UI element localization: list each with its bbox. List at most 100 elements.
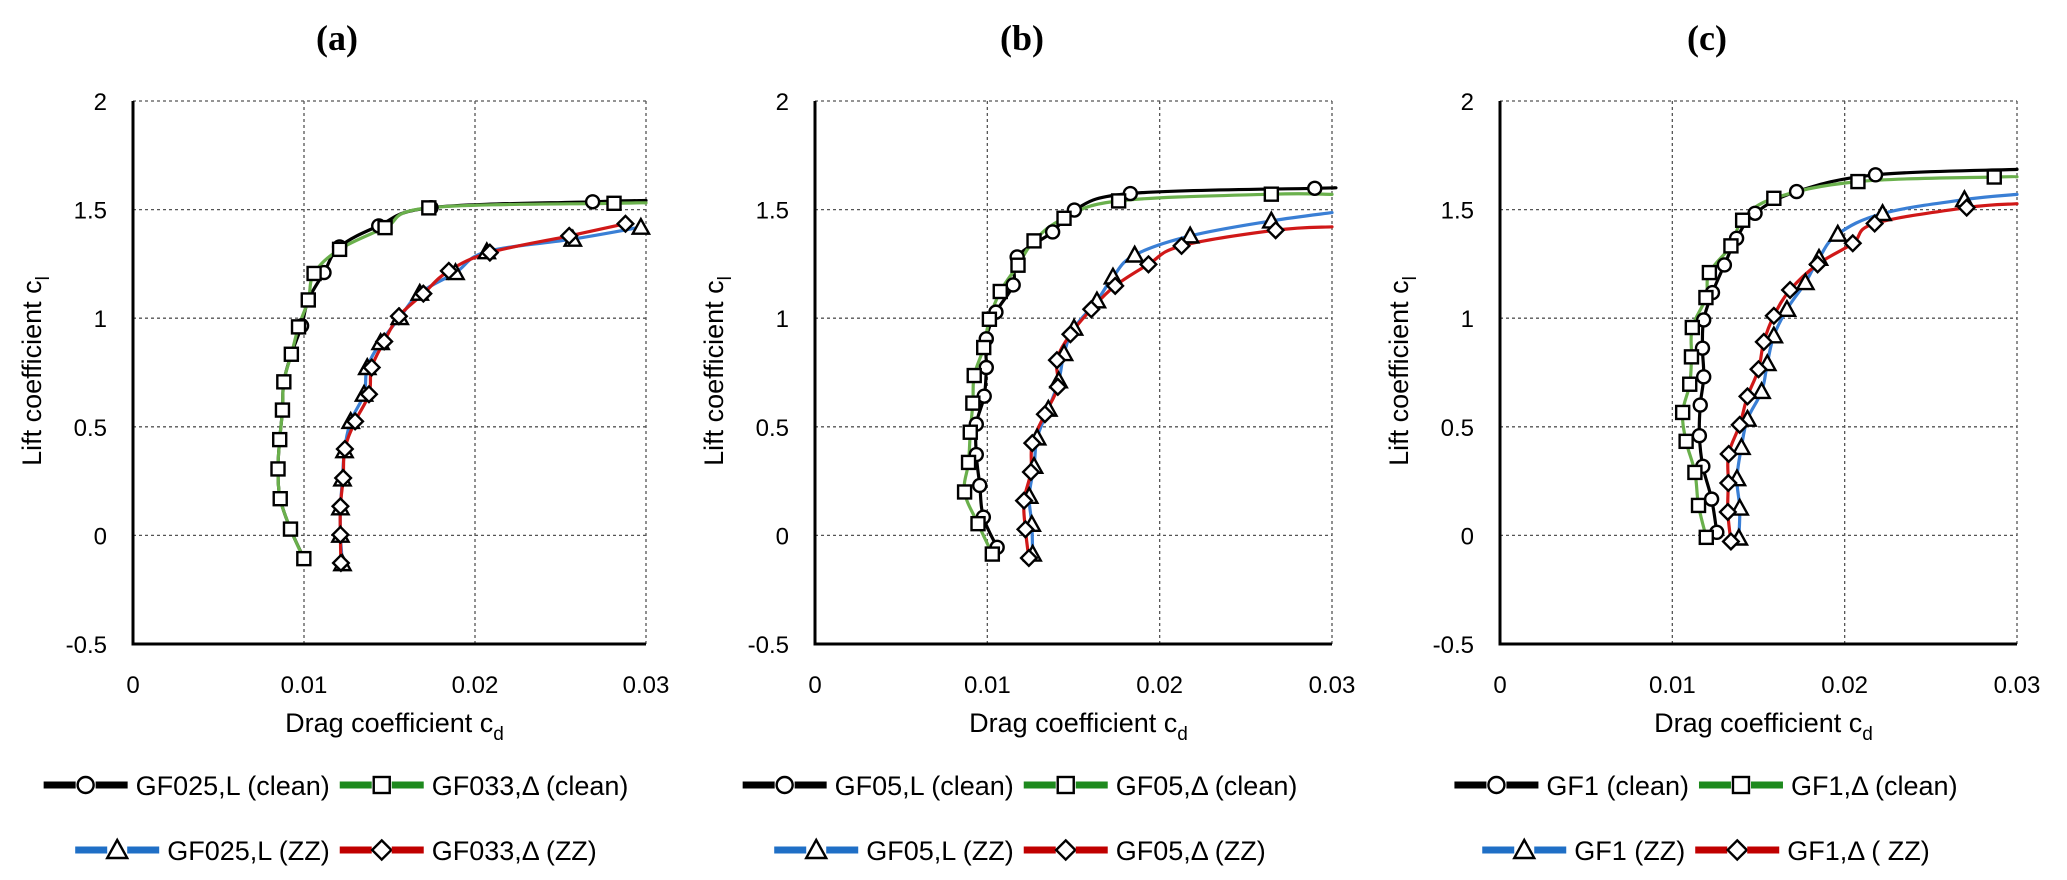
y-tick-label: 1.5 xyxy=(74,198,107,225)
plot-area xyxy=(270,194,652,573)
legend-entry: GF05,L (ZZ) xyxy=(774,836,1014,866)
data-point-square xyxy=(1010,257,1026,273)
data-point-square xyxy=(1026,233,1042,249)
x-tick-label: 0 xyxy=(126,672,139,699)
data-point-diamond xyxy=(1718,473,1738,493)
legend-entry: GF1 (ZZ) xyxy=(1482,836,1685,866)
data-point-square xyxy=(296,550,312,567)
data-point-diamond xyxy=(615,214,635,234)
data-point-square xyxy=(283,346,300,362)
data-point-square xyxy=(1701,264,1718,281)
data-point-square xyxy=(331,241,348,258)
data-point-triangle xyxy=(1124,244,1145,263)
data-point-circle xyxy=(1788,183,1805,200)
data-point-square xyxy=(1678,433,1694,450)
data-point-circle xyxy=(1307,180,1323,197)
data-point-square xyxy=(306,265,322,282)
y-tick-label: 0 xyxy=(94,523,107,550)
legend-marker-diamond xyxy=(1054,838,1078,862)
x-axis-label-subscript: d xyxy=(1862,724,1873,745)
x-tick-label: 0.03 xyxy=(1309,672,1356,699)
legend-entry: GF1 (clean) xyxy=(1454,771,1689,801)
legend-label: GF05,L (ZZ) xyxy=(866,836,1014,866)
x-tick-label: 0.01 xyxy=(281,672,328,699)
series-line-diamond xyxy=(1022,225,1334,560)
y-tick-label: 0.5 xyxy=(756,415,789,442)
data-point-square xyxy=(270,461,286,477)
data-point-triangle xyxy=(630,216,652,235)
legend-label: GF1,Δ ( ZZ) xyxy=(1787,836,1930,866)
panel-a: (a) -0.5 0 0.5 1 1.5 2 0 0.01 0.02 0.03 Drag coeffi… xyxy=(17,18,669,866)
data-point-diamond xyxy=(1021,462,1041,482)
data-point-diamond xyxy=(1719,444,1739,464)
legend-label: GF025,L (clean) xyxy=(136,771,330,801)
data-point-diamond xyxy=(1105,276,1125,296)
data-point-square xyxy=(290,319,307,335)
y-tick-label: 0 xyxy=(776,523,789,550)
legend-marker-circle xyxy=(1487,775,1506,795)
data-point-square xyxy=(1698,529,1714,546)
y-tick-label: 0 xyxy=(1461,523,1474,550)
y-axis-label-text: Lift coefficient c xyxy=(1384,280,1414,466)
legend-marker-square xyxy=(1056,775,1075,795)
data-point-triangle xyxy=(1872,202,1893,222)
series-line-diamond xyxy=(1726,202,2019,544)
data-point-diamond xyxy=(362,358,382,378)
data-point-circle xyxy=(1692,397,1708,413)
data-point-square xyxy=(1850,173,1866,190)
legend-marker-square xyxy=(372,775,391,795)
data-point-square xyxy=(1986,169,2002,185)
legend-row-1: GF1 (clean) GF1,Δ (clean) xyxy=(1454,771,1958,801)
y-axis-label-subscript: l xyxy=(33,276,54,280)
data-point-circle xyxy=(584,194,601,210)
y-axis-label: Lift coefficient cl xyxy=(17,276,54,466)
data-point-square xyxy=(1110,193,1127,209)
data-point-diamond xyxy=(1019,548,1039,568)
legend-marker-triangle xyxy=(1512,837,1537,860)
x-axis-label-subscript: d xyxy=(493,724,504,745)
data-point-square xyxy=(274,402,291,418)
data-point-diamond xyxy=(330,496,350,516)
data-point-square xyxy=(1682,376,1698,392)
data-point-circle xyxy=(1044,224,1061,240)
data-point-diamond xyxy=(389,306,409,326)
data-point-diamond xyxy=(1957,198,1977,218)
data-point-diamond xyxy=(1808,254,1828,274)
data-point-circle xyxy=(1694,340,1711,356)
x-tick-label: 0.02 xyxy=(1821,672,1868,699)
legend-entry: GF025,L (clean) xyxy=(43,771,330,801)
legend-marker-diamond xyxy=(370,838,394,862)
data-point-circle xyxy=(1691,428,1708,444)
x-tick-label: 0.02 xyxy=(1136,672,1183,699)
y-axis-label: Lift coefficient cl xyxy=(1384,276,1421,466)
data-point-square xyxy=(1690,497,1707,514)
data-point-square xyxy=(960,454,977,471)
y-tick-label: 1 xyxy=(776,306,789,333)
data-point-square xyxy=(1687,464,1703,481)
data-point-circle xyxy=(978,359,994,376)
legend-row-1: GF05,L (clean) GF05,Δ (clean) xyxy=(742,771,1297,801)
series-line-triangle xyxy=(1027,211,1334,556)
data-point-square xyxy=(1674,404,1691,421)
legend-marker-triangle xyxy=(105,837,130,860)
legend-entry: GF05,L (clean) xyxy=(742,771,1014,801)
data-point-diamond xyxy=(413,284,433,304)
x-tick-label: 0.02 xyxy=(452,672,499,699)
x-tick-label: 0.01 xyxy=(964,672,1011,699)
data-point-diamond xyxy=(1060,324,1080,344)
data-point-diamond xyxy=(1721,531,1741,551)
data-point-diamond xyxy=(1780,280,1800,300)
data-point-triangle xyxy=(1180,225,1201,244)
y-tick-label: -0.5 xyxy=(1433,632,1474,659)
series-line-diamond xyxy=(338,222,628,565)
legend-label: GF033,Δ (clean) xyxy=(432,771,629,801)
panel-title: (b) xyxy=(1000,18,1044,58)
data-point-square xyxy=(1723,238,1739,254)
legend-entry: GF033,Δ (ZZ) xyxy=(339,836,597,866)
data-point-square xyxy=(272,431,288,448)
data-point-diamond xyxy=(1865,214,1885,233)
legend-label: GF05,L (clean) xyxy=(835,771,1014,801)
data-point-square xyxy=(984,546,1001,562)
data-point-diamond xyxy=(335,439,355,459)
data-point-square xyxy=(1734,212,1751,228)
